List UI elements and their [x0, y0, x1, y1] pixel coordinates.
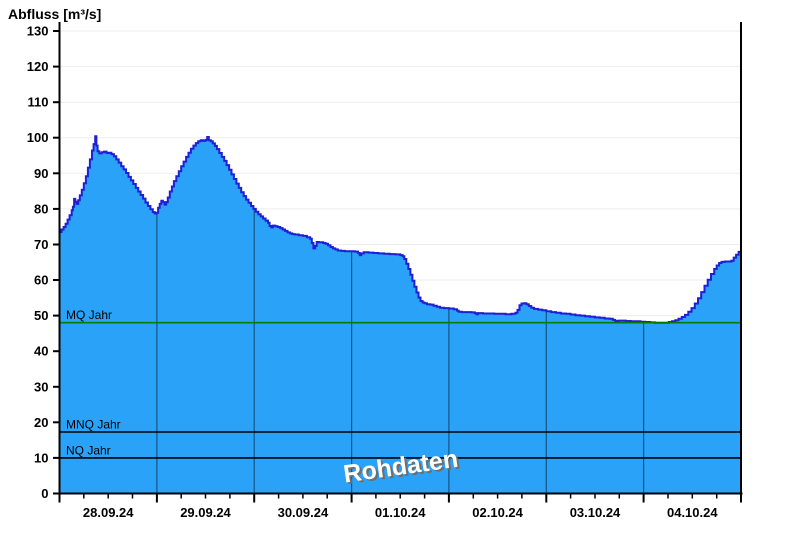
axes	[58, 22, 743, 495]
nq-jahr-label: NQ Jahr	[66, 443, 111, 457]
y-tick-label: 110	[28, 95, 49, 110]
y-tick-label: 50	[34, 308, 48, 323]
y-tick-label: 0	[41, 486, 48, 501]
mq-jahr-label: MQ Jahr	[66, 308, 112, 322]
discharge-curve	[59, 135, 742, 324]
x-axis-labels: 28.09.24 29.09.24 30.09.24 01.10.24 02.10.24…	[83, 505, 718, 520]
x-tick-label: 01.10.24	[375, 505, 426, 520]
mnq-jahr-label: MNQ Jahr	[66, 418, 121, 432]
x-tick-label: 04.10.24	[667, 505, 718, 520]
y-tick-label: 60	[34, 273, 48, 288]
axis-ticks	[53, 30, 742, 503]
y-tick-label: 30	[34, 379, 48, 394]
y-tick-label: 130	[27, 24, 49, 39]
y-tick-label: 120	[27, 59, 49, 74]
y-tick-label: 10	[34, 450, 48, 465]
y-tick-label: 90	[34, 166, 48, 181]
x-tick-label: 02.10.24	[472, 505, 523, 520]
discharge-area-fill	[59, 136, 741, 494]
reference-lines	[59, 321, 741, 459]
x-tick-label: 28.09.24	[83, 505, 134, 520]
y-tick-label: 20	[34, 415, 48, 430]
y-tick-label: 80	[34, 201, 48, 216]
x-tick-label: 03.10.24	[570, 505, 621, 520]
x-tick-label: 29.09.24	[180, 505, 231, 520]
y-tick-label: 40	[34, 344, 48, 359]
y-axis-labels: 0 10 20 30 40 50 60 70 80 90 100 110 120 130	[27, 24, 49, 502]
y-tick-label: 100	[27, 130, 49, 145]
x-tick-label: 30.09.24	[278, 505, 329, 520]
chart-title: Abfluss [m³/s]	[8, 6, 101, 22]
y-tick-label: 70	[34, 237, 48, 252]
